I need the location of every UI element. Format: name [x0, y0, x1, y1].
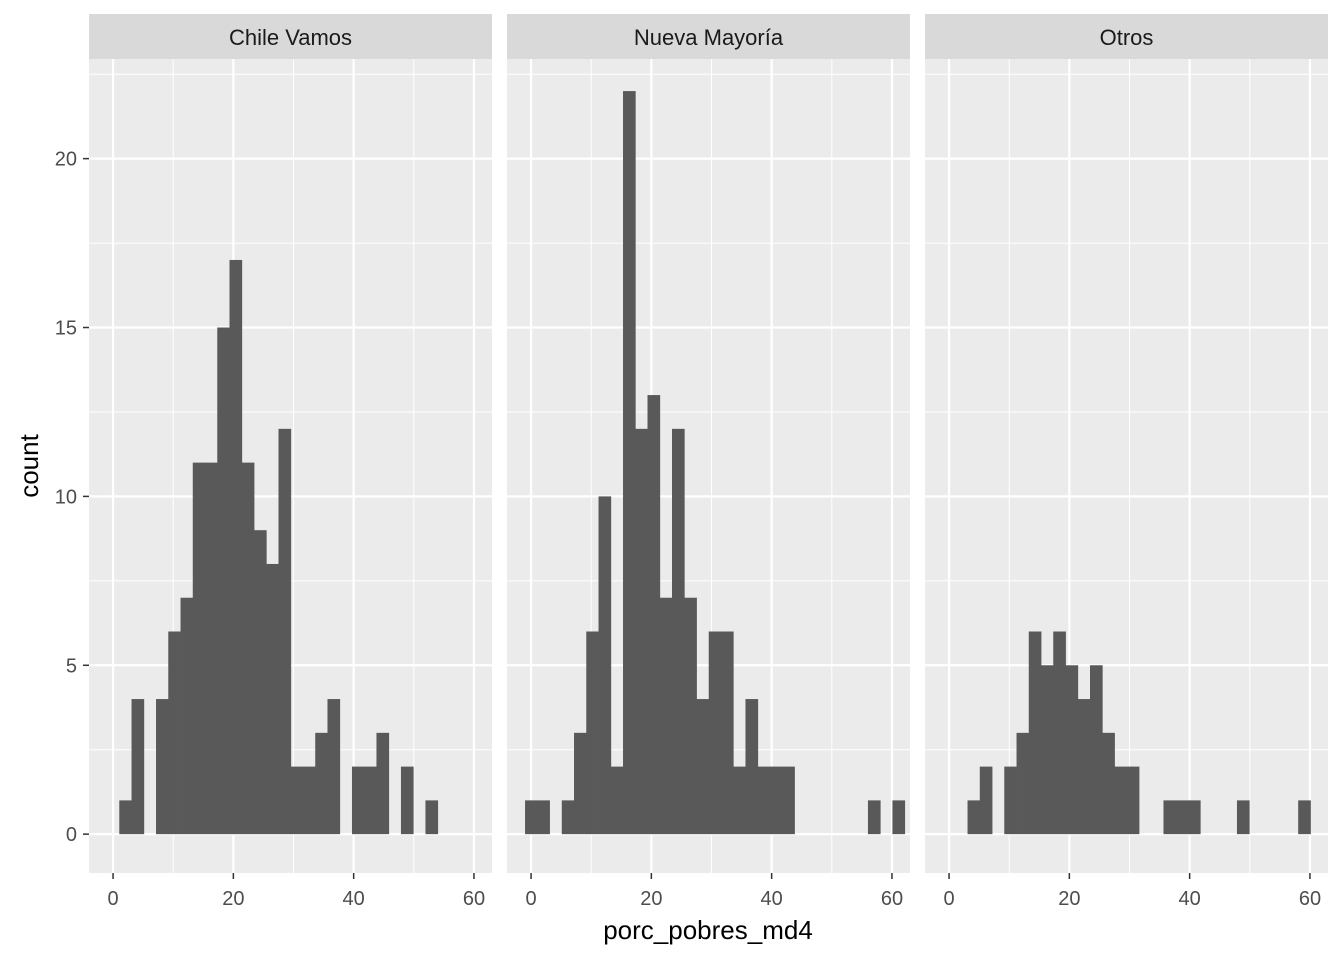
- histogram-bar: [1065, 665, 1079, 835]
- histogram-bar: [1102, 732, 1115, 835]
- panel-background: [925, 59, 1328, 873]
- x-tick-label: 60: [881, 888, 903, 910]
- facet-panel: Otros 0 20 40 60: [925, 14, 1328, 910]
- histogram-bar: [1004, 766, 1017, 835]
- histogram-bar: [205, 462, 218, 835]
- y-tick-label: 15: [55, 318, 77, 340]
- histogram-bar: [659, 597, 673, 835]
- facet-strip-label: Chile Vamos: [229, 25, 352, 50]
- histogram-bar: [586, 631, 599, 835]
- histogram-bar: [1077, 699, 1091, 835]
- histogram-bar: [119, 800, 132, 835]
- histogram-bar: [574, 732, 587, 835]
- histogram-bar: [684, 597, 697, 835]
- histogram-bar: [400, 766, 414, 835]
- x-tick-label: 20: [222, 888, 244, 910]
- histogram-bar: [254, 530, 267, 835]
- x-tick-label: 40: [761, 888, 783, 910]
- histogram-bar: [1126, 766, 1140, 835]
- histogram-bar: [241, 462, 255, 835]
- histogram-bar: [647, 395, 661, 835]
- facet-strip: [89, 14, 492, 59]
- histogram-bar: [1090, 665, 1103, 835]
- histogram-bar: [979, 766, 993, 835]
- histogram-bar: [769, 766, 783, 835]
- histogram-bar: [745, 699, 759, 835]
- histogram-bar: [376, 732, 390, 835]
- histogram-bar: [315, 732, 328, 835]
- histogram-bar: [364, 766, 377, 835]
- histogram-bar: [229, 259, 243, 835]
- x-tick-label: 60: [1299, 888, 1321, 910]
- histogram-bar: [1114, 766, 1128, 835]
- facet-panel: Nueva Mayoría 0 20 40 60: [507, 14, 910, 910]
- histogram-bar: [1187, 800, 1201, 835]
- y-axis: 0 5 10 15 20: [55, 149, 89, 846]
- y-tick-label: 5: [66, 655, 77, 677]
- histogram-bar: [1028, 631, 1042, 835]
- facet-panel: Chile Vamos 0 20 40 60: [89, 14, 492, 910]
- histogram-bar: [867, 800, 881, 835]
- histogram-bar: [192, 462, 206, 835]
- histogram-bar: [1298, 800, 1311, 835]
- histogram-bar: [720, 631, 734, 835]
- histogram-bar: [708, 631, 722, 835]
- x-tick-label: 20: [1058, 888, 1080, 910]
- x-tick-label: 40: [343, 888, 365, 910]
- histogram-bar: [635, 428, 648, 835]
- facet-strip-label: Otros: [1100, 25, 1154, 50]
- histogram-bar: [525, 800, 538, 835]
- y-tick-label: 0: [66, 824, 77, 846]
- y-tick-label: 10: [55, 486, 77, 508]
- facet-strip-label: Nueva Mayoría: [634, 25, 784, 50]
- histogram-bar: [290, 766, 304, 835]
- histogram-bar: [131, 699, 145, 835]
- histogram-bar: [672, 428, 685, 835]
- histogram-bar: [757, 766, 771, 835]
- x-tick-label: 0: [525, 888, 536, 910]
- histogram-bar: [610, 766, 624, 835]
- histogram-bar: [1016, 732, 1030, 835]
- histogram-bar: [782, 766, 795, 835]
- histogram-bar: [1163, 800, 1177, 835]
- x-tick-label: 20: [640, 888, 662, 910]
- y-axis-title: count: [14, 433, 44, 497]
- histogram-bar: [733, 766, 746, 835]
- histogram-bar: [561, 800, 575, 835]
- histogram-bar: [327, 699, 341, 835]
- histogram-bar: [302, 766, 316, 835]
- x-tick-label: 40: [1179, 888, 1201, 910]
- histogram-bar: [537, 800, 550, 835]
- x-axis-title: porc_pobres_md4: [603, 915, 813, 945]
- histogram-bar: [1175, 800, 1189, 835]
- histogram-bar: [598, 496, 612, 835]
- histogram-bar: [892, 800, 906, 835]
- histogram-bar: [217, 327, 230, 835]
- histogram-bar: [967, 800, 981, 835]
- x-tick-label: 0: [107, 888, 118, 910]
- histogram-bar: [1041, 665, 1054, 835]
- histogram-bar: [1053, 631, 1066, 835]
- histogram-bar: [180, 597, 194, 835]
- histogram-bar: [351, 766, 365, 835]
- x-tick-label: 0: [943, 888, 954, 910]
- histogram-bar: [425, 800, 439, 835]
- histogram-bar: [696, 699, 710, 835]
- facet-strip: [925, 14, 1328, 59]
- y-tick-label: 20: [55, 149, 77, 171]
- histogram-bar: [168, 631, 181, 835]
- histogram-bar: [1236, 800, 1250, 835]
- x-tick-label: 60: [463, 888, 485, 910]
- facet-strip: [507, 14, 910, 59]
- histogram-bar: [623, 91, 636, 835]
- histogram-bar: [266, 563, 279, 835]
- histogram-bar: [156, 699, 169, 835]
- histogram-bar: [278, 428, 292, 835]
